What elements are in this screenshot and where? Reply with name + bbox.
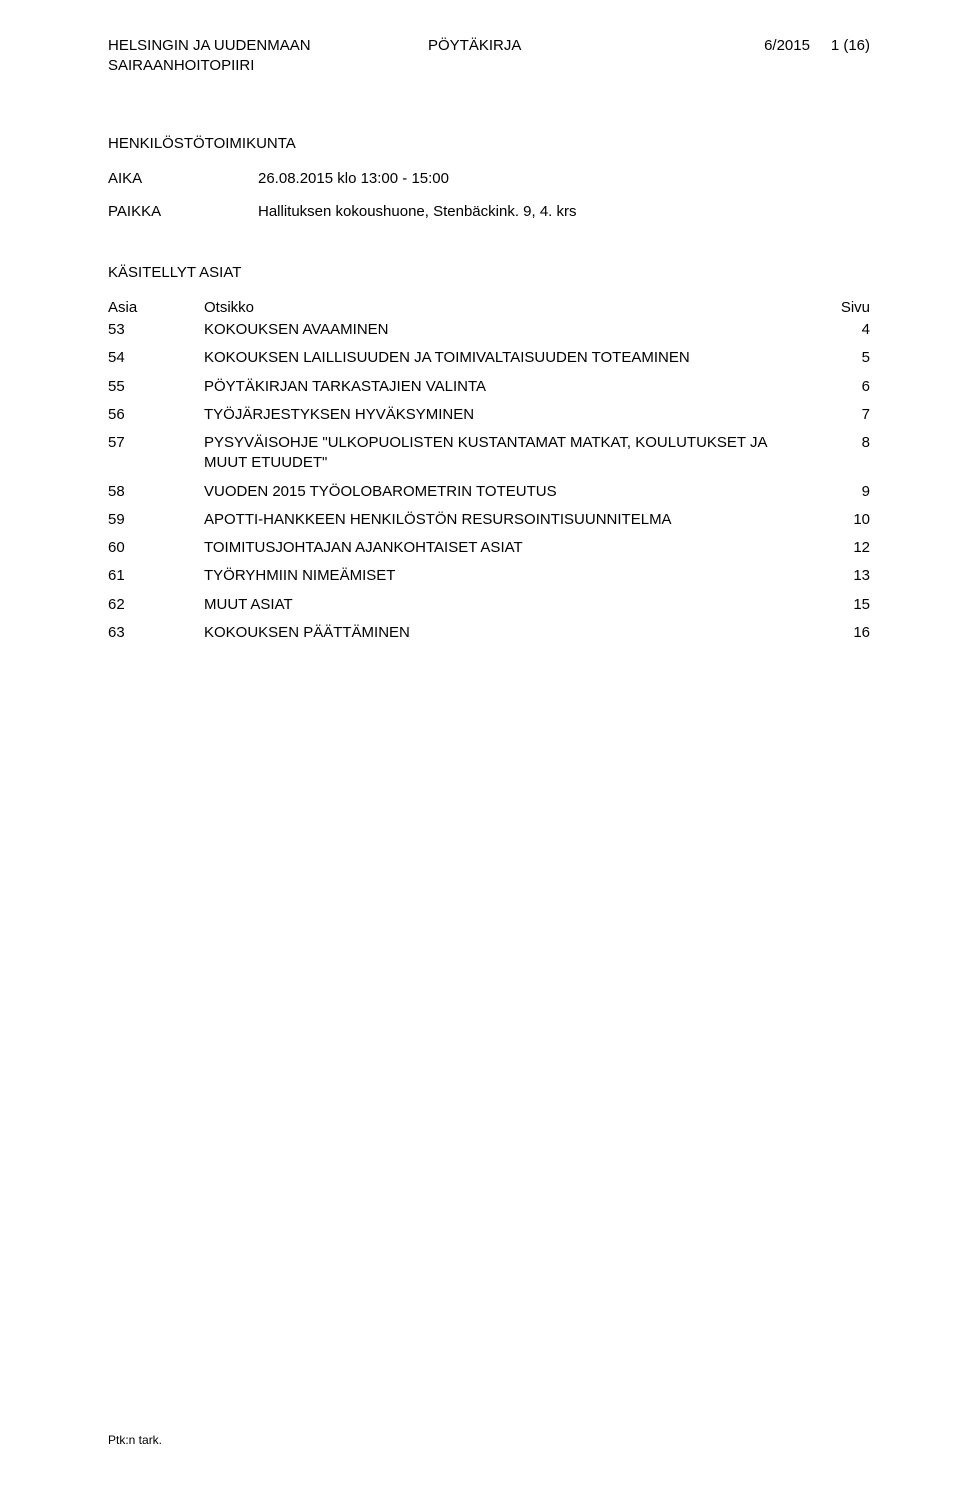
col-header-asia: Asia	[108, 299, 204, 316]
meta-place-label: PAIKKA	[108, 203, 258, 220]
cell-sivu: 15	[810, 595, 870, 615]
cell-asia: 56	[108, 405, 204, 425]
cell-otsikko: VUODEN 2015 TYÖOLOBAROMETRIN TOTEUTUS	[204, 482, 810, 502]
cell-asia: 57	[108, 433, 204, 453]
cell-asia: 61	[108, 566, 204, 586]
table-row: 56TYÖJÄRJESTYKSEN HYVÄKSYMINEN7	[108, 401, 870, 429]
cell-otsikko: TYÖRYHMIIN NIMEÄMISET	[204, 566, 810, 586]
table-row: 60TOIMITUSJOHTAJAN AJANKOHTAISET ASIAT12	[108, 534, 870, 562]
page-header: HELSINGIN JA UUDENMAAN SAIRAANHOITOPIIRI…	[108, 36, 870, 75]
table-row: 57PYSYVÄISOHJE "ULKOPUOLISTEN KUSTANTAMA…	[108, 429, 870, 478]
cell-sivu: 4	[810, 320, 870, 340]
cell-sivu: 6	[810, 377, 870, 397]
col-header-otsikko: Otsikko	[204, 299, 810, 316]
cell-asia: 63	[108, 623, 204, 643]
cell-asia: 58	[108, 482, 204, 502]
col-header-sivu: Sivu	[810, 299, 870, 316]
meta-row-time: AIKA 26.08.2015 klo 13:00 - 15:00	[108, 170, 870, 187]
table-header: Asia Otsikko Sivu	[108, 299, 870, 316]
cell-otsikko: TYÖJÄRJESTYKSEN HYVÄKSYMINEN	[204, 405, 810, 425]
cell-asia: 60	[108, 538, 204, 558]
org-line-2: SAIRAANHOITOPIIRI	[108, 56, 428, 76]
cell-otsikko: PYSYVÄISOHJE "ULKOPUOLISTEN KUSTANTAMAT …	[204, 433, 810, 474]
meta-place-value: Hallituksen kokoushuone, Stenbäckink. 9,…	[258, 203, 870, 220]
meta-block: AIKA 26.08.2015 klo 13:00 - 15:00 PAIKKA…	[108, 170, 870, 220]
meta-row-place: PAIKKA Hallituksen kokoushuone, Stenbäck…	[108, 203, 870, 220]
table-row: 62MUUT ASIAT15	[108, 591, 870, 619]
cell-asia: 54	[108, 348, 204, 368]
cell-otsikko: TOIMITUSJOHTAJAN AJANKOHTAISET ASIAT	[204, 538, 810, 558]
cell-otsikko: PÖYTÄKIRJAN TARKASTAJIEN VALINTA	[204, 377, 810, 397]
meta-time-value: 26.08.2015 klo 13:00 - 15:00	[258, 170, 870, 187]
table-row: 58VUODEN 2015 TYÖOLOBAROMETRIN TOTEUTUS9	[108, 478, 870, 506]
header-doc-type: PÖYTÄKIRJA	[428, 36, 628, 75]
cell-asia: 53	[108, 320, 204, 340]
cell-asia: 59	[108, 510, 204, 530]
table-row: 53KOKOUKSEN AVAAMINEN4	[108, 316, 870, 344]
cell-sivu: 12	[810, 538, 870, 558]
cell-asia: 62	[108, 595, 204, 615]
cell-sivu: 16	[810, 623, 870, 643]
table-body: 53KOKOUKSEN AVAAMINEN454KOKOUKSEN LAILLI…	[108, 316, 870, 647]
org-line-1: HELSINGIN JA UUDENMAAN	[108, 36, 428, 56]
header-org: HELSINGIN JA UUDENMAAN SAIRAANHOITOPIIRI	[108, 36, 428, 75]
cell-asia: 55	[108, 377, 204, 397]
meta-time-label: AIKA	[108, 170, 258, 187]
header-right: 6/2015 1 (16)	[628, 36, 870, 75]
cell-sivu: 8	[810, 433, 870, 453]
cell-sivu: 13	[810, 566, 870, 586]
handled-title: KÄSITELLYT ASIAT	[108, 264, 870, 281]
table-row: 54KOKOUKSEN LAILLISUUDEN JA TOIMIVALTAIS…	[108, 344, 870, 372]
table-row: 63KOKOUKSEN PÄÄTTÄMINEN16	[108, 619, 870, 647]
footer-note: Ptk:n tark.	[108, 1433, 162, 1447]
table-row: 61TYÖRYHMIIN NIMEÄMISET13	[108, 562, 870, 590]
cell-otsikko: KOKOUKSEN LAILLISUUDEN JA TOIMIVALTAISUU…	[204, 348, 810, 368]
doc-number: 6/2015	[764, 37, 810, 54]
page-indicator: 1 (16)	[831, 37, 870, 54]
cell-sivu: 7	[810, 405, 870, 425]
cell-otsikko: KOKOUKSEN PÄÄTTÄMINEN	[204, 623, 810, 643]
section-title: HENKILÖSTÖTOIMIKUNTA	[108, 135, 870, 152]
page: HELSINGIN JA UUDENMAAN SAIRAANHOITOPIIRI…	[0, 0, 960, 1487]
cell-otsikko: MUUT ASIAT	[204, 595, 810, 615]
cell-sivu: 5	[810, 348, 870, 368]
table-row: 59APOTTI-HANKKEEN HENKILÖSTÖN RESURSOINT…	[108, 506, 870, 534]
table-row: 55PÖYTÄKIRJAN TARKASTAJIEN VALINTA6	[108, 373, 870, 401]
cell-otsikko: APOTTI-HANKKEEN HENKILÖSTÖN RESURSOINTIS…	[204, 510, 810, 530]
cell-sivu: 9	[810, 482, 870, 502]
cell-otsikko: KOKOUKSEN AVAAMINEN	[204, 320, 810, 340]
cell-sivu: 10	[810, 510, 870, 530]
